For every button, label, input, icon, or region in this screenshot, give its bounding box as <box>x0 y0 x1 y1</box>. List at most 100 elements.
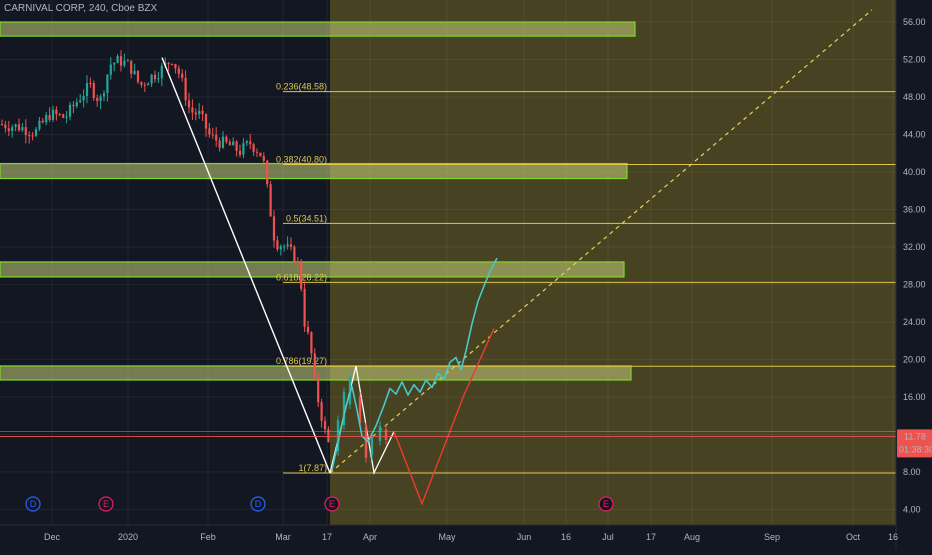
candle-body <box>68 104 72 117</box>
time-tick-label: Jun <box>517 532 532 542</box>
candle-body <box>116 56 119 64</box>
candle-body <box>51 109 55 120</box>
candle-body <box>85 83 89 96</box>
candle-body <box>31 135 34 137</box>
time-tick-label: May <box>438 532 456 542</box>
price-tick-label: 36.00 <box>903 204 926 214</box>
candle-body <box>184 77 187 101</box>
candle-body <box>283 246 286 248</box>
candle-body <box>245 141 248 144</box>
candle-body <box>191 107 194 113</box>
candle-body <box>102 93 106 97</box>
candle-body <box>79 100 82 103</box>
candle-body <box>167 62 170 64</box>
candle-body <box>296 261 299 263</box>
candle-body <box>323 420 327 430</box>
candle-body <box>140 81 143 85</box>
candle-body <box>378 425 382 441</box>
candle-body <box>313 353 316 378</box>
event-marker-label: D <box>255 499 262 509</box>
candle-body <box>262 156 265 161</box>
candle-body <box>170 63 174 65</box>
candle-body <box>92 83 95 99</box>
candle-body <box>130 60 133 74</box>
candle-body <box>225 136 228 143</box>
price-badge <box>897 429 932 458</box>
candle-body <box>221 136 225 148</box>
candle-body <box>286 244 289 247</box>
candle-body <box>194 112 197 115</box>
candle-body <box>21 127 24 131</box>
candle-body <box>123 60 126 66</box>
candle-body <box>208 128 211 135</box>
candle-body <box>242 143 245 155</box>
price-tick-label: 8.00 <box>903 467 921 477</box>
candle-body <box>327 429 330 442</box>
candle-body <box>58 114 61 116</box>
candle-body <box>72 104 75 107</box>
event-marker[interactable] <box>324 496 340 512</box>
candle-body <box>160 65 163 79</box>
candle-body <box>252 144 255 152</box>
price-tick-label: 28.00 <box>903 279 926 289</box>
candle-body <box>41 120 44 123</box>
event-marker[interactable] <box>598 496 614 512</box>
candle-body <box>181 73 184 78</box>
candle-body <box>177 68 180 74</box>
candle-body <box>249 141 252 145</box>
candle-body <box>320 402 323 421</box>
candle-body <box>336 420 340 452</box>
impulse-line <box>161 57 331 474</box>
candle-body <box>99 96 102 101</box>
candle-body <box>65 116 68 118</box>
fib-level-label: 0.5(34.51) <box>286 213 327 223</box>
fib-level-label: 0.236(48.58) <box>276 82 327 92</box>
candle-body <box>276 240 279 250</box>
candle-body <box>272 216 276 241</box>
candle-body <box>157 78 160 80</box>
price-tick-label: 24.00 <box>903 317 926 327</box>
trend-line-dashed <box>329 9 873 474</box>
candle-body <box>204 113 208 129</box>
candle-body <box>17 124 21 131</box>
price-axis[interactable] <box>896 0 932 550</box>
candle-body <box>174 64 177 69</box>
candle-body <box>0 124 4 126</box>
candle-body <box>150 74 153 84</box>
candle-body <box>11 127 14 131</box>
candle-body <box>55 109 58 115</box>
event-marker[interactable] <box>25 496 41 512</box>
time-tick-label: Apr <box>363 532 377 542</box>
time-tick-label: Mar <box>275 532 291 542</box>
zone-band <box>0 261 625 278</box>
candle-body <box>109 64 112 75</box>
candle-body <box>62 114 65 118</box>
candle-body <box>215 134 218 141</box>
candle-body <box>133 70 136 74</box>
time-axis[interactable] <box>0 525 932 550</box>
fib-level-label: 0.786(19.27) <box>276 356 327 366</box>
candle-body <box>235 141 238 151</box>
candle-body <box>232 141 235 146</box>
time-tick-label: Oct <box>846 532 861 542</box>
price-tick-label: 40.00 <box>903 167 926 177</box>
time-tick-label: 17 <box>646 532 656 542</box>
candle-body <box>306 326 310 333</box>
candle-body <box>153 74 157 80</box>
candle-body <box>293 246 296 262</box>
candle-body <box>82 95 85 101</box>
event-marker[interactable] <box>250 496 266 512</box>
candle-body <box>370 436 374 455</box>
candle-body <box>48 115 51 120</box>
candle-body <box>4 124 7 129</box>
event-marker[interactable] <box>98 496 114 512</box>
event-marker-label: E <box>603 499 609 509</box>
candle-body <box>126 60 129 62</box>
candle-body <box>24 127 27 136</box>
time-tick-label: Dec <box>44 532 61 542</box>
price-badge-countdown: 01:38:30 <box>899 444 932 454</box>
candle-body <box>255 151 259 153</box>
candle-body <box>147 83 150 86</box>
